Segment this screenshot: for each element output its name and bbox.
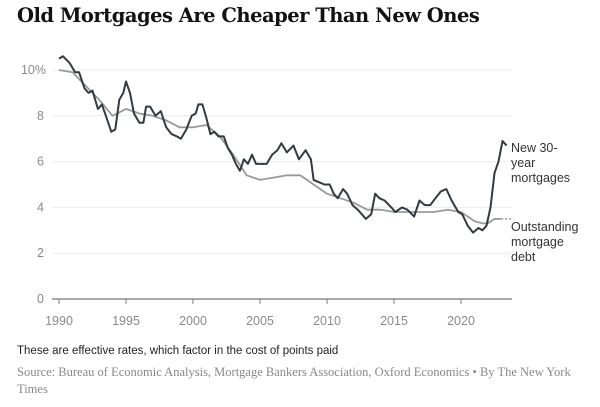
y-tick-label: 10% — [21, 63, 46, 77]
outstanding-debt-line — [58, 69, 502, 225]
chart-title: Old Mortgages Are Cheaper Than New Ones — [17, 4, 480, 27]
new-mortgages-label: year — [511, 156, 535, 170]
chart-note: These are effective rates, which factor … — [17, 345, 339, 357]
outstanding-debt-label: Outstanding — [511, 220, 578, 234]
chart-source: Source: Bureau of Economic Analysis, Mor… — [17, 365, 571, 396]
x-tick-label: 2020 — [447, 314, 475, 328]
y-tick-label: 8 — [37, 109, 44, 123]
x-tick-label: 1990 — [45, 314, 73, 328]
new-mortgages-label: mortgages — [511, 171, 570, 185]
x-tick-label: 2000 — [179, 314, 207, 328]
x-tick-label: 2005 — [246, 314, 274, 328]
y-tick-label: 0 — [37, 292, 44, 306]
outstanding-debt-label: mortgage — [511, 235, 564, 249]
y-tick-label: 2 — [37, 246, 44, 260]
x-tick-label: 2015 — [380, 314, 408, 328]
y-tick-label: 4 — [37, 200, 44, 214]
x-tick-label: 1995 — [112, 314, 140, 328]
y-tick-label: 6 — [37, 155, 44, 169]
outstanding-debt-label: debt — [511, 250, 536, 264]
x-tick-label: 2010 — [313, 314, 341, 328]
new-mortgages-label: New 30- — [511, 141, 558, 155]
new-mortgages-line — [58, 55, 508, 234]
line-chart: 0 2 4 6 8 10% 1990 1995 2000 2005 2010 2015 2020 Outs… — [21, 55, 578, 328]
